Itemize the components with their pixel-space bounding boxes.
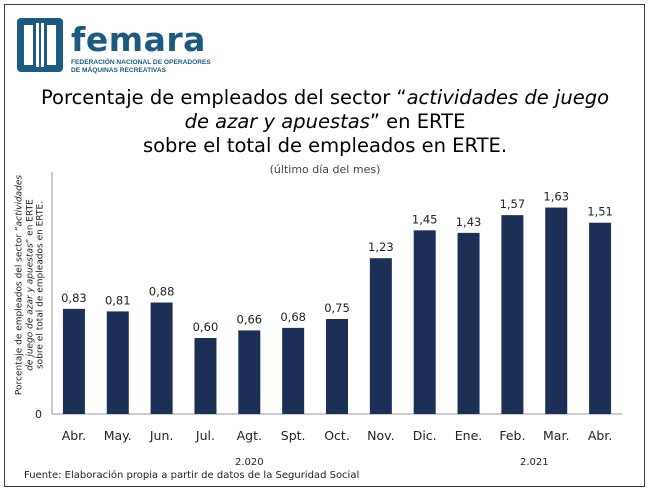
data-label: 0,83 [61, 291, 87, 305]
data-label: 1,45 [412, 212, 438, 226]
year-group-label: 2.021 [520, 457, 549, 468]
y-tick-label: 0 [35, 408, 42, 421]
data-label: 1,51 [587, 205, 613, 219]
x-tick-label: Abr. [588, 428, 612, 443]
bar [238, 330, 261, 414]
bar [369, 258, 392, 414]
chart-title-line-1-text: Porcentaje de empleados del sector “acti… [40, 86, 610, 109]
bar [589, 222, 612, 414]
brand-subtitle-line-2: DE MÁQUINAS RECREATIVAS [71, 67, 167, 74]
bar [545, 207, 568, 414]
data-label: 0,88 [149, 285, 175, 299]
data-label: 0,60 [193, 320, 219, 334]
brand-name: femara [71, 20, 206, 59]
data-label: 1,43 [456, 215, 482, 229]
femara-logo: femara FEDERACIÓN NACIONAL DE OPERADORES… [15, 14, 230, 84]
chart-title-line-2: de azar y apuestas” en ERTE [20, 110, 630, 134]
chart-title: Porcentaje de empleados del sector “acti… [20, 86, 630, 158]
chart-title-line-3: sobre el total de empleados en ERTE. [20, 134, 630, 158]
bar [62, 308, 85, 414]
chart-subtitle: (último día del mes) [269, 163, 381, 176]
x-tick-label: Jun. [149, 428, 174, 443]
data-label: 1,23 [368, 240, 394, 254]
data-label: 0,68 [280, 310, 306, 324]
chart-title-line-3-text: sobre el total de empleados en ERTE. [142, 134, 508, 157]
bar [194, 338, 217, 414]
bar [326, 319, 348, 414]
source-note: Fuente: Elaboración propia a partir de d… [24, 470, 360, 481]
brand-subtitle-line-1: FEDERACIÓN NACIONAL DE OPERADORES [71, 59, 211, 66]
bar [106, 311, 129, 414]
x-tick-label: Jul. [195, 428, 215, 443]
x-tick-label: Dic. [413, 428, 437, 443]
x-tick-label: Agt. [237, 428, 262, 443]
bar [457, 232, 480, 414]
data-label: 0,81 [105, 293, 131, 307]
x-tick-label: May. [104, 428, 132, 443]
data-label: 1,63 [543, 190, 569, 204]
x-tick-label: Abr. [62, 428, 86, 443]
data-label: 0,75 [324, 301, 350, 315]
data-label: 0,66 [237, 312, 263, 326]
x-tick-label: Feb. [499, 428, 525, 443]
x-tick-label: Ene. [455, 428, 482, 443]
bar [413, 230, 436, 414]
bar [282, 327, 305, 414]
bar [501, 215, 524, 414]
x-tick-label: Spt. [281, 428, 306, 443]
x-tick-label: Oct. [324, 428, 350, 443]
chart-title-line-1: Porcentaje de empleados del sector “acti… [20, 86, 630, 110]
x-tick-label: Nov. [367, 428, 394, 443]
chart-title-line-2-text: de azar y apuestas” en ERTE [184, 110, 466, 133]
data-label: 1,57 [500, 197, 526, 211]
bar [150, 302, 173, 414]
chart-frame [4, 4, 645, 487]
brand-subtitle: FEDERACIÓN NACIONAL DE OPERADORES DE MÁQ… [71, 59, 211, 75]
x-tick-label: Mar. [543, 428, 569, 443]
femara-emblem-icon [17, 18, 63, 72]
year-group-label: 2.020 [235, 457, 264, 468]
